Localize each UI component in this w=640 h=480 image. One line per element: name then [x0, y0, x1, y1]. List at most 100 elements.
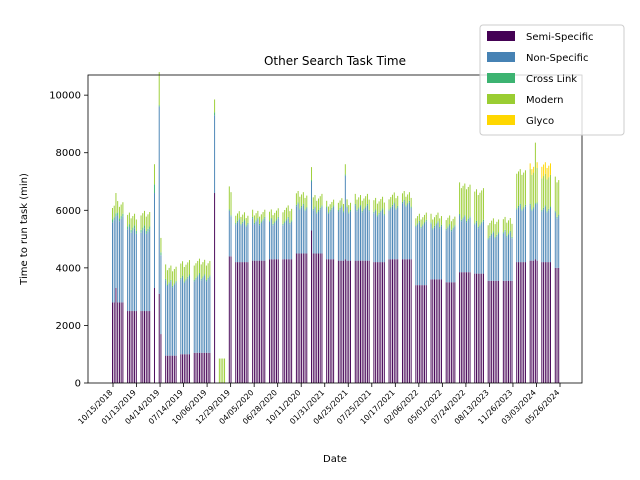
- bar-modern-112: [363, 198, 365, 209]
- bar-semi-specific-75: [284, 259, 286, 383]
- bar-cross-link-125: [392, 204, 393, 207]
- bar-modern-81: [297, 191, 299, 203]
- bar-non-specific-110: [360, 206, 361, 261]
- bar-cross-link-169: [489, 235, 491, 238]
- bar-modern-87: [311, 167, 313, 181]
- bar-modern-25: [170, 265, 172, 280]
- bar-cross-link-16: [145, 231, 147, 234]
- bar-semi-specific-114: [366, 260, 368, 383]
- bar-modern-130: [403, 191, 405, 200]
- bar-cross-link-184: [521, 209, 523, 211]
- bar-semi-specific-164: [477, 273, 479, 383]
- bar-semi-specific-149: [445, 282, 447, 383]
- bar-semi-specific-173: [496, 280, 498, 383]
- bar-cross-link-177: [506, 235, 508, 238]
- bar-semi-specific-18: [149, 311, 151, 383]
- bar-cross-link-116: [373, 211, 375, 214]
- bar-modern-120: [380, 199, 382, 211]
- bar-semi-specific-170: [491, 280, 493, 383]
- bar-semi-specific-94: [326, 259, 328, 383]
- bar-modern-43: [207, 263, 209, 278]
- bar-semi-specific-51: [230, 256, 232, 383]
- bar-modern-166: [481, 190, 483, 223]
- bar-cross-link-6: [122, 213, 124, 217]
- bar-cross-link-31: [183, 281, 185, 283]
- bar-cross-link-119: [378, 212, 380, 215]
- y-tick-label-2000: 2000: [56, 321, 81, 332]
- bar-modern-19: [153, 164, 155, 185]
- bar-non-specific-167: [482, 221, 484, 274]
- bar-non-specific-148: [440, 226, 442, 280]
- bar-non-specific-96: [329, 211, 331, 260]
- bar-modern-51: [230, 192, 232, 216]
- bar-modern-195: [546, 179, 548, 212]
- bar-semi-specific-68: [269, 259, 271, 383]
- bar-semi-specific-62: [255, 260, 257, 383]
- bar-cross-link-98: [333, 205, 335, 207]
- bar-non-specific-65: [260, 222, 262, 261]
- bar-semi-specific-165: [479, 273, 481, 383]
- bar-semi-specific-97: [331, 259, 333, 383]
- bar-semi-specific-16: [145, 311, 147, 383]
- bar-semi-specific-61: [253, 260, 255, 383]
- bar-modern-190: [534, 142, 536, 204]
- bar-non-specific-122: [383, 215, 385, 263]
- bar-semi-specific-153: [452, 282, 454, 383]
- bar-glyco-192: [541, 166, 543, 179]
- bar-modern-144: [434, 217, 435, 226]
- bar-cross-link-22: [165, 278, 167, 281]
- bar-non-specific-146: [437, 222, 439, 280]
- bar-non-specific-31: [183, 282, 185, 355]
- bar-semi-specific-151: [449, 282, 451, 383]
- bar-non-specific-107: [354, 205, 356, 261]
- bar-modern-181: [516, 173, 518, 209]
- x-axis-label: Date: [323, 454, 347, 465]
- bar-semi-specific-90: [316, 253, 318, 383]
- bar-cross-link-27: [173, 283, 175, 285]
- bar-cross-link-84: [302, 203, 304, 206]
- bar-non-specific-133: [408, 202, 410, 260]
- bar-cross-link-95: [327, 212, 329, 214]
- bar-modern-65: [260, 214, 262, 222]
- bar-cross-link-56: [242, 221, 244, 224]
- legend-label-non-specific: Non-Specific: [526, 53, 588, 64]
- bar-cross-link-43: [207, 277, 209, 280]
- bar-non-specific-134: [410, 207, 412, 260]
- bar-modern-161: [469, 184, 471, 217]
- bar-cross-link-148: [440, 224, 442, 227]
- bar-semi-specific-127: [395, 259, 397, 383]
- bar-modern-1: [113, 205, 115, 218]
- bar-semi-specific-156: [460, 272, 462, 383]
- bar-modern-200: [558, 180, 560, 215]
- bar-non-specific-156: [460, 221, 462, 273]
- bar-semi-specific-39: [200, 352, 202, 383]
- bar-modern-89: [314, 195, 316, 207]
- bar-modern-192: [541, 178, 543, 210]
- bar-modern-63: [257, 210, 259, 219]
- bar-semi-specific-33: [187, 354, 189, 383]
- bar-cross-link-34: [189, 274, 190, 276]
- bar-semi-specific-121: [382, 262, 384, 383]
- bar-cross-link-5: [120, 216, 122, 219]
- bar-non-specific-64: [259, 225, 261, 261]
- bar-non-specific-8: [128, 226, 130, 312]
- bar-modern-159: [466, 189, 468, 221]
- bar-semi-specific-85: [304, 253, 306, 383]
- bar-semi-specific-136: [417, 285, 419, 383]
- bar-non-specific-89: [314, 207, 316, 254]
- bar-non-specific-26: [172, 287, 174, 356]
- bar-cross-link-45: [214, 112, 216, 116]
- bar-modern-73: [277, 208, 279, 217]
- bar-cross-link-64: [259, 223, 261, 226]
- bar-semi-specific-83: [301, 253, 303, 383]
- bar-semi-specific-87: [311, 230, 313, 383]
- bar-cross-link-138: [420, 226, 422, 229]
- bar-modern-78: [289, 211, 291, 223]
- bar-glyco-193: [543, 164, 545, 177]
- bar-semi-specific-63: [257, 260, 259, 383]
- bar-semi-specific-130: [403, 259, 405, 383]
- bar-non-specific-103: [344, 175, 346, 260]
- bar-cross-link-122: [383, 214, 385, 216]
- bar-semi-specific-12: [135, 311, 137, 383]
- bar-cross-link-161: [469, 216, 471, 218]
